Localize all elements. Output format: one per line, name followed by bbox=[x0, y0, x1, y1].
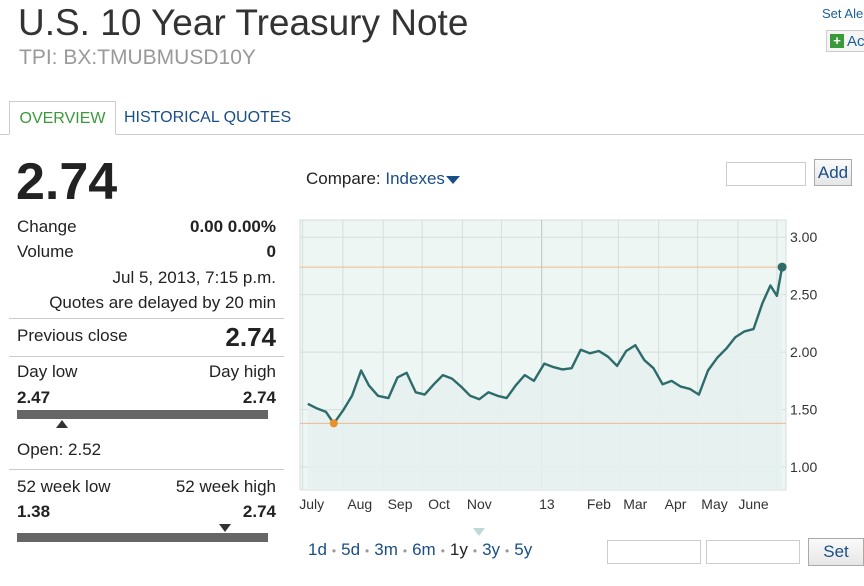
tab-overview[interactable]: OVERVIEW bbox=[9, 101, 116, 135]
compare-symbol-input[interactable] bbox=[726, 162, 806, 186]
range-separator: • bbox=[331, 544, 337, 558]
y-tick-label: 2.00 bbox=[790, 344, 817, 360]
add-to-watchlist-label: Ac bbox=[847, 32, 864, 50]
week52-range-marker bbox=[219, 524, 232, 532]
compare-control: Compare: Indexes bbox=[306, 169, 460, 189]
tabs-underline bbox=[0, 134, 864, 135]
range-separator: • bbox=[402, 544, 408, 558]
change-label: Change bbox=[17, 217, 77, 236]
end-date-input[interactable] bbox=[706, 540, 800, 564]
ticker-subtitle: TPI: BX:TMUBMUSD10Y bbox=[19, 46, 256, 69]
day-low-label: Day low bbox=[17, 362, 78, 381]
page-title: U.S. 10 Year Treasury Note bbox=[18, 2, 469, 43]
y-tick-label: 2.50 bbox=[790, 287, 817, 303]
range-link-3y[interactable]: 3y bbox=[482, 540, 501, 559]
day-low-value: 2.47 bbox=[17, 388, 51, 407]
previous-close-value: 2.74 bbox=[225, 322, 276, 352]
x-tick-label: Sep bbox=[388, 496, 413, 512]
compare-add-button[interactable]: Add bbox=[814, 159, 852, 186]
active-range-indicator bbox=[473, 528, 485, 536]
compare-indexes-dropdown[interactable]: Indexes bbox=[385, 169, 460, 188]
x-tick-label: May bbox=[701, 496, 727, 512]
y-tick-label: 1.00 bbox=[790, 459, 817, 475]
range-separator: • bbox=[472, 544, 478, 558]
compare-label: Compare: bbox=[306, 169, 381, 188]
range-selector: 1d • 5d • 3m • 6m • 1y • 3y • 5y bbox=[307, 540, 533, 560]
volume-value: 0 bbox=[266, 242, 276, 261]
divider bbox=[9, 469, 284, 470]
x-tick-label: Nov bbox=[467, 496, 492, 512]
price-area bbox=[307, 267, 783, 490]
range-separator: • bbox=[505, 544, 510, 558]
change-value: 0.00 0.00% bbox=[189, 217, 276, 236]
set-alert-link[interactable]: Set Ale bbox=[822, 6, 864, 21]
range-separator: • bbox=[365, 544, 370, 558]
open-value: Open: 2.52 bbox=[17, 440, 102, 459]
week52-low-label: 52 week low bbox=[17, 477, 111, 496]
range-link-3m[interactable]: 3m bbox=[374, 540, 398, 559]
range-link-5y[interactable]: 5y bbox=[514, 540, 533, 559]
add-to-watchlist-button[interactable]: + Ac bbox=[826, 30, 864, 52]
y-tick-label: 1.50 bbox=[790, 402, 817, 418]
set-range-button[interactable]: Set bbox=[808, 538, 864, 566]
x-tick-label: June bbox=[738, 496, 769, 512]
quote-timestamp: Jul 5, 2013, 7:15 p.m. bbox=[112, 268, 277, 287]
range-link-1y[interactable]: 1y bbox=[449, 540, 468, 559]
day-range-bar bbox=[17, 410, 268, 419]
x-tick-label: Apr bbox=[665, 496, 687, 512]
x-tick-label: July bbox=[299, 496, 324, 512]
delay-note: Quotes are delayed by 20 min bbox=[49, 293, 276, 312]
week52-low-value: 1.38 bbox=[17, 502, 51, 521]
x-tick-label: 13 bbox=[539, 496, 555, 512]
x-tick-label: Feb bbox=[587, 496, 611, 512]
caret-down-icon bbox=[445, 175, 460, 184]
tab-historical-quotes[interactable]: HISTORICAL QUOTES bbox=[124, 109, 292, 126]
week52-high-value: 2.74 bbox=[242, 502, 276, 521]
low-point-marker bbox=[329, 419, 338, 428]
x-tick-label: Mar bbox=[623, 496, 647, 512]
week52-high-label: 52 week high bbox=[175, 477, 276, 496]
price-line bbox=[307, 266, 784, 425]
y-tick-label: 3.00 bbox=[790, 229, 817, 245]
x-tick-label: Aug bbox=[347, 496, 372, 512]
divider bbox=[9, 356, 284, 357]
divider bbox=[9, 318, 284, 319]
previous-close-label: Previous close bbox=[17, 326, 128, 345]
day-range-marker bbox=[56, 420, 69, 428]
day-high-value: 2.74 bbox=[242, 388, 276, 407]
range-separator: • bbox=[440, 544, 445, 558]
last-point-marker bbox=[777, 262, 787, 272]
start-date-input[interactable] bbox=[607, 540, 701, 564]
compare-indexes-label: Indexes bbox=[385, 169, 445, 188]
price-chart[interactable]: 3.00 2.50 2.00 1.50 1.00 July Aug Sep Oct Nov 13 Fe… bbox=[298, 218, 864, 522]
volume-label: Volume bbox=[17, 242, 74, 261]
range-link-5d[interactable]: 5d bbox=[341, 540, 361, 559]
range-link-6m[interactable]: 6m bbox=[412, 540, 436, 559]
range-link-1d[interactable]: 1d bbox=[308, 540, 327, 559]
day-high-label: Day high bbox=[208, 362, 276, 381]
week52-range-bar bbox=[17, 533, 268, 542]
x-tick-label: Oct bbox=[428, 496, 450, 512]
plus-icon: + bbox=[830, 34, 844, 48]
last-price: 2.74 bbox=[16, 153, 118, 211]
